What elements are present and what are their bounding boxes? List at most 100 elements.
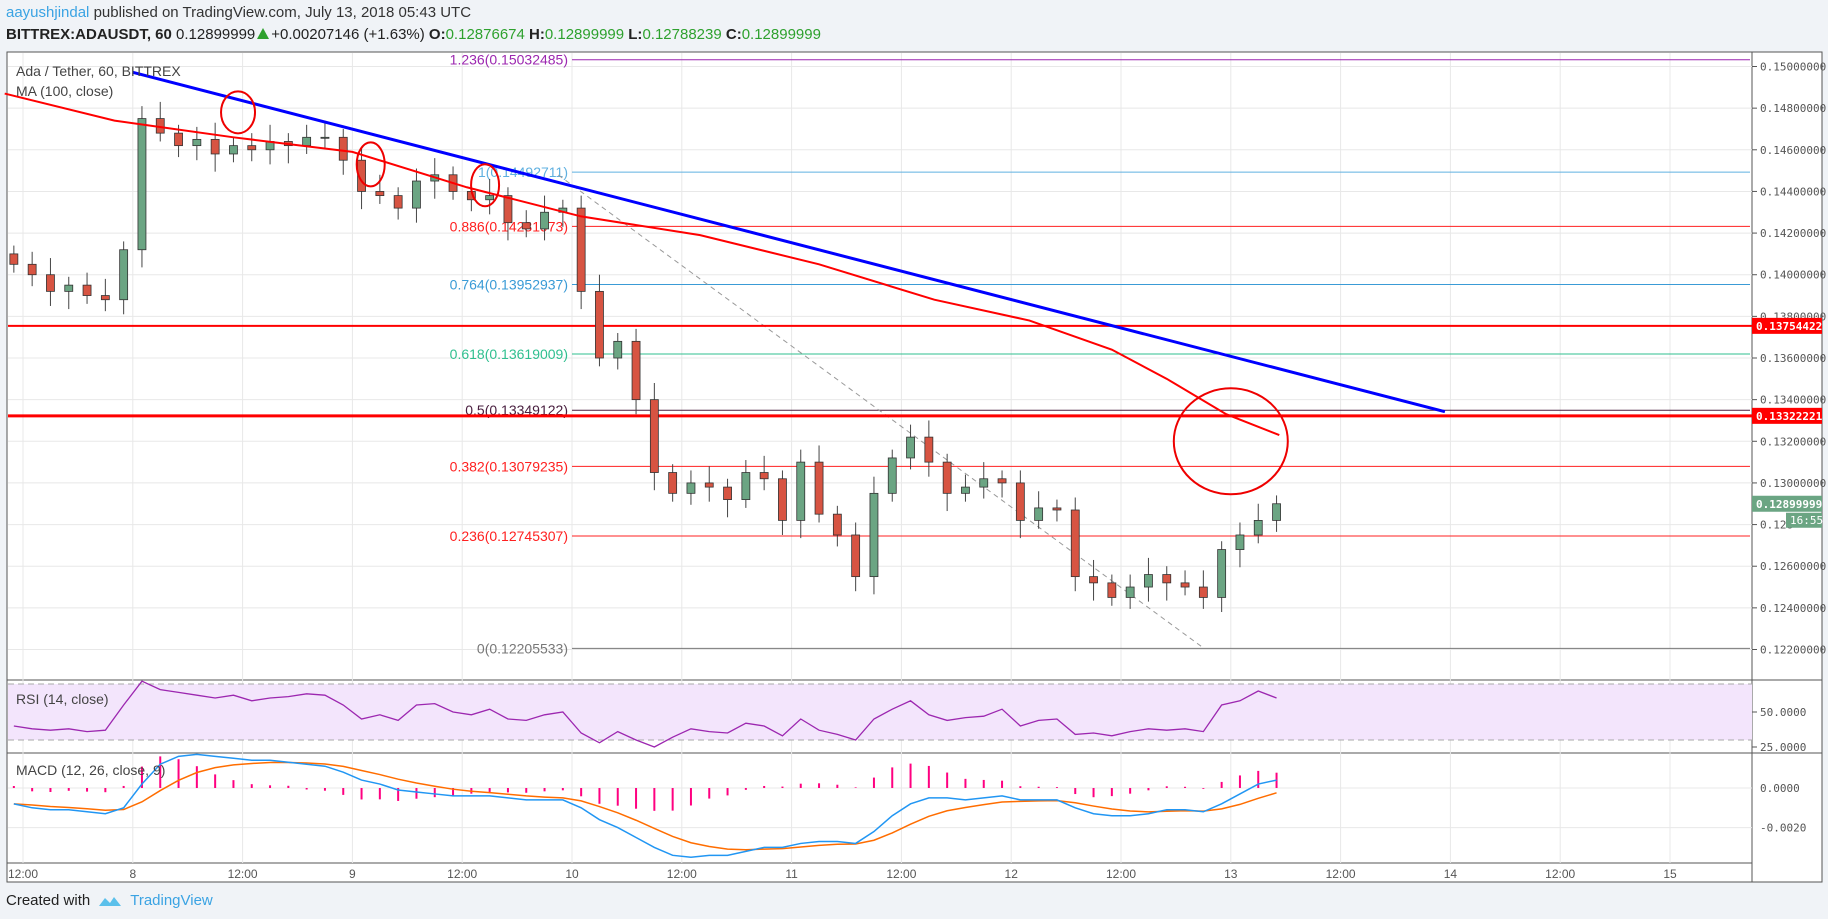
rsi-line bbox=[13, 680, 1277, 748]
symbol-info: BITTREX:ADAUSDT, 60 0.12899999 +0.0020714… bbox=[6, 26, 821, 43]
candle-up bbox=[1144, 574, 1153, 588]
resistance-level-value: 0.13754422 bbox=[1756, 320, 1822, 333]
candle-down bbox=[1015, 482, 1025, 521]
ma-legend: MA (100, close) bbox=[16, 83, 113, 99]
candle-up bbox=[686, 482, 696, 494]
macd-legend: MACD (12, 26, close, 9) bbox=[16, 762, 165, 778]
price-tick-label: 0.13400000 bbox=[1760, 394, 1826, 407]
candle-down bbox=[1107, 582, 1117, 598]
fib-level-label: 0(0.12205533) bbox=[477, 640, 568, 656]
price-label-badge bbox=[1752, 317, 1822, 334]
tradingview-link[interactable]: TradingView bbox=[130, 892, 213, 909]
candle-down bbox=[100, 295, 110, 301]
tradingview-logo-icon bbox=[99, 896, 122, 906]
candle-down bbox=[832, 513, 842, 536]
candle-down bbox=[338, 136, 348, 161]
candle-up bbox=[192, 138, 202, 147]
time-tick-label: 12:00 bbox=[1326, 867, 1356, 881]
price-tick-label: 0.12600000 bbox=[1760, 560, 1826, 573]
candle-down bbox=[9, 253, 19, 265]
candle-down bbox=[723, 486, 732, 500]
author-link[interactable]: aayushjindal bbox=[6, 4, 90, 21]
price-tick-label: 0.12400000 bbox=[1760, 602, 1826, 615]
time-tick-label: 13 bbox=[1224, 867, 1238, 881]
candle-down bbox=[576, 207, 586, 292]
candle-up bbox=[119, 249, 129, 301]
highlight-circle bbox=[470, 163, 501, 208]
fib-level-label: 0.886(0.14231973) bbox=[450, 218, 568, 234]
rsi-tick-label: 25.0000 bbox=[1760, 741, 1806, 754]
candle-down bbox=[46, 274, 55, 292]
chart-title: Ada / Tether, 60, BITTREX bbox=[16, 63, 181, 79]
rsi-pane: 50.0000 25.0000 bbox=[8, 680, 1806, 754]
candle-down bbox=[1162, 574, 1172, 584]
time-tick-label: 10 bbox=[565, 867, 579, 881]
close-label: C: bbox=[725, 26, 742, 43]
time-tick-label: 12:00 bbox=[1545, 867, 1575, 881]
highlight-circle bbox=[1172, 387, 1289, 496]
up-arrow-icon bbox=[257, 28, 270, 39]
price-tick-label: 0.128 bbox=[1760, 519, 1793, 532]
open-label: O: bbox=[428, 26, 446, 43]
low-label: L: bbox=[628, 26, 643, 43]
candle-down bbox=[174, 132, 183, 147]
fib-level-label: 0.764(0.13952937) bbox=[450, 277, 568, 293]
close-value: 0.12899999 bbox=[741, 26, 821, 43]
candle-down bbox=[375, 191, 385, 197]
time-tick-label: 12:00 bbox=[1106, 867, 1136, 881]
candle-up bbox=[869, 492, 879, 578]
candle-down bbox=[393, 195, 403, 209]
candle-down bbox=[1052, 507, 1062, 511]
candle-up bbox=[1272, 503, 1281, 521]
countdown-badge bbox=[1786, 512, 1822, 528]
macd-tick-label: 0.0000 bbox=[1760, 782, 1800, 795]
candle-up bbox=[613, 340, 623, 359]
time-tick-label: 11 bbox=[785, 867, 798, 881]
bar-countdown: 16:55 bbox=[1790, 514, 1823, 527]
fib-level-label: 0.236(0.12745307) bbox=[450, 528, 568, 544]
macd-line bbox=[13, 753, 1277, 859]
candle-down bbox=[997, 478, 1007, 484]
symbol: BITTREX:ADAUSDT, 60 bbox=[6, 26, 172, 43]
time-tick-label: 12:00 bbox=[8, 867, 38, 881]
highlight-circle bbox=[355, 141, 386, 188]
time-tick-label: 12:00 bbox=[447, 867, 477, 881]
created-with-text: Created with bbox=[6, 892, 91, 909]
high-value: 0.12899999 bbox=[544, 26, 625, 43]
candle-up bbox=[485, 195, 495, 201]
candle-down bbox=[210, 138, 220, 155]
price-tick-label: 0.14800000 bbox=[1760, 102, 1826, 115]
candle-down bbox=[924, 436, 934, 463]
candle-down bbox=[1198, 586, 1208, 598]
price-tick-label: 0.12200000 bbox=[1760, 644, 1826, 657]
time-tick-label: 9 bbox=[349, 867, 356, 881]
time-tick-label: 15 bbox=[1663, 867, 1677, 881]
high-label: H: bbox=[529, 26, 545, 43]
candle-down bbox=[942, 461, 952, 494]
horizontal-levels bbox=[8, 324, 1752, 418]
candle-down bbox=[814, 461, 824, 515]
candle-up bbox=[906, 436, 915, 459]
fib-level-label: 0.618(0.13619009) bbox=[450, 346, 568, 362]
macd-signal-line bbox=[13, 761, 1277, 851]
price-tick-label: 0.14600000 bbox=[1760, 144, 1826, 157]
fib-trend-dashed-line bbox=[557, 174, 1203, 648]
candle-down bbox=[649, 399, 659, 473]
candle-up bbox=[1217, 549, 1227, 598]
candle-down bbox=[759, 472, 769, 480]
descending-trendline bbox=[132, 70, 1446, 414]
price-tick-label: 0.15000000 bbox=[1760, 61, 1826, 74]
fib-level-label: 0.5(0.13349122) bbox=[465, 402, 568, 418]
candle-down bbox=[595, 290, 604, 359]
candle-up bbox=[1125, 586, 1135, 598]
candle-up bbox=[741, 472, 751, 500]
highlight-circle bbox=[220, 90, 257, 135]
candle-down bbox=[704, 482, 714, 488]
price-tick-label: 0.14400000 bbox=[1760, 185, 1826, 198]
macd-pane: 0.0000 -0.0020 bbox=[8, 753, 1806, 859]
candle-down bbox=[247, 145, 257, 151]
candle-up bbox=[137, 118, 147, 251]
candle-up bbox=[1235, 534, 1245, 550]
time-tick-label: 12:00 bbox=[667, 867, 697, 881]
